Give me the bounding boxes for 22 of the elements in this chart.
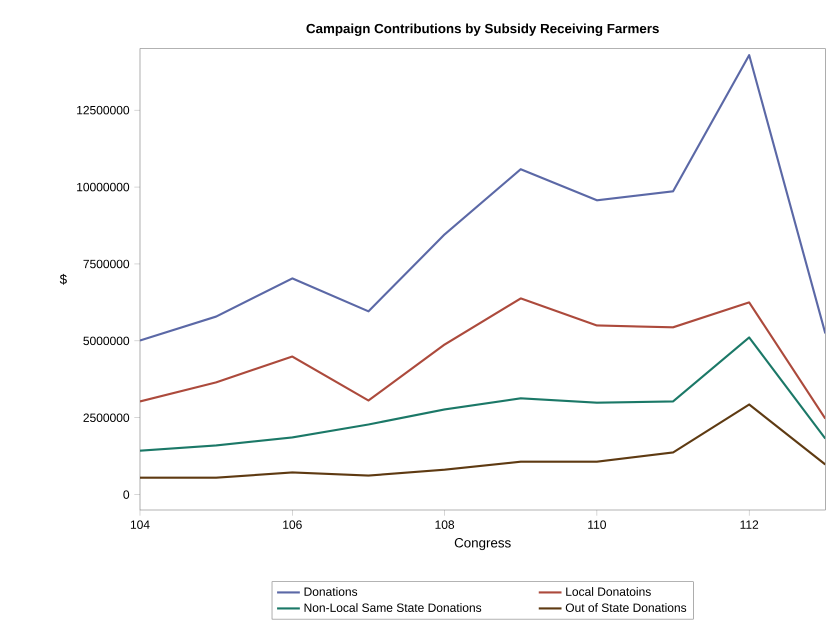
chart-title: Campaign Contributions by Subsidy Receiving Farmers [306, 23, 659, 36]
line-series [140, 54, 826, 342]
line-series [140, 336, 826, 452]
legend-label: Non-Local Same State Donations [304, 603, 482, 612]
x-axis-title: Congress [454, 538, 511, 550]
y-axis-title: $ [60, 274, 67, 285]
legend-label: Out of State Donations [566, 603, 686, 612]
x-tick-label: 110 [588, 520, 606, 529]
line-series [140, 297, 826, 420]
legend-label: Local Donatoins [566, 587, 651, 596]
line-series [140, 403, 826, 479]
y-tick-label: 10000000 [77, 182, 130, 192]
x-tick-label: 112 [740, 520, 758, 529]
y-tick-label: 7500000 [83, 260, 130, 268]
x-tick-label: 108 [436, 520, 454, 529]
y-tick-label: 2500000 [83, 413, 130, 422]
x-tick-label: 104 [130, 520, 150, 529]
y-tick-label: 0 [123, 490, 130, 499]
legend-label: Donations [304, 587, 358, 596]
y-tick-label: 12500000 [77, 106, 130, 114]
y-tick-label: 5000000 [83, 336, 130, 346]
x-tick-label: 106 [283, 520, 302, 529]
